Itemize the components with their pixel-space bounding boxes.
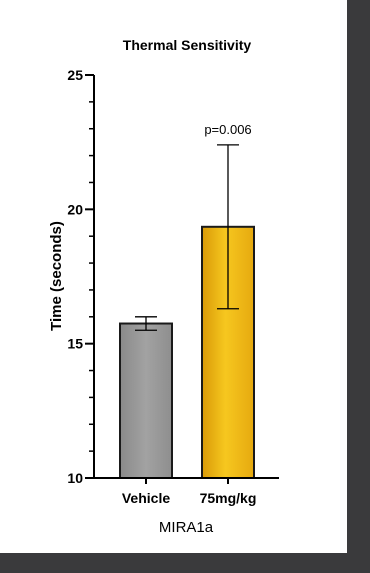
y-tick-label: 20	[67, 201, 83, 217]
bars-group: p=0.006	[119, 122, 255, 479]
y-tick-label: 10	[67, 470, 83, 486]
p-value-annotation: p=0.006	[204, 122, 251, 137]
window-edge-right	[347, 0, 370, 573]
y-tick-label: 15	[67, 336, 83, 352]
y-axis-label: Time (seconds)	[48, 221, 65, 331]
chart-title: Thermal Sensitivity	[123, 37, 252, 53]
x-tick-label: Vehicle	[122, 490, 170, 506]
x-axis: Vehicle 75mg/kg	[93, 477, 279, 506]
window-edge-bottom	[0, 553, 370, 573]
bar-chart: Thermal Sensitivity Time (seconds) MIRA1…	[48, 37, 279, 536]
x-tick-label: 75mg/kg	[200, 490, 257, 506]
y-axis: 10 15 20 25	[67, 67, 95, 486]
y-tick-label: 25	[67, 67, 83, 83]
chart-card	[0, 0, 347, 553]
x-axis-label: MIRA1a	[159, 519, 214, 536]
bar-vehicle	[119, 322, 173, 479]
